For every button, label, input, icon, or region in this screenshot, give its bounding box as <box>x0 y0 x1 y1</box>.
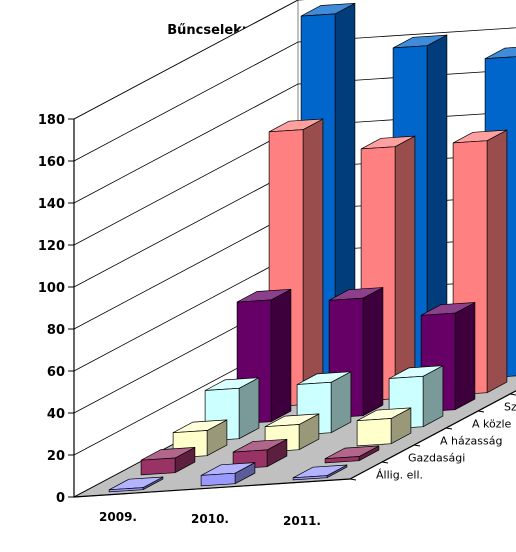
bar-side <box>394 135 416 400</box>
y-tick-label: 0 <box>56 491 65 506</box>
bar-front <box>140 457 176 476</box>
axes <box>68 118 516 498</box>
bars <box>108 2 516 493</box>
bar-side <box>302 118 324 406</box>
bar-front <box>356 418 392 447</box>
y-tick-label: 80 <box>47 323 65 338</box>
bar-side <box>454 301 476 411</box>
depth-tick <box>349 478 357 481</box>
bar-side <box>486 129 508 394</box>
depth-axis <box>349 390 516 480</box>
depth-tick <box>445 427 453 430</box>
bar <box>232 438 288 470</box>
x-axis <box>73 478 351 498</box>
depth-tick <box>477 410 485 413</box>
x-tick-label: 2011. <box>283 514 321 528</box>
labels: 0 20 40 60 80 100 120 140 160 180 2009. 2010. 2011. Á… <box>38 113 516 528</box>
bar-front <box>108 487 144 493</box>
y-tick-label: 40 <box>47 407 65 422</box>
depth-tick <box>381 461 389 464</box>
y-tick-label: 180 <box>38 113 65 128</box>
x-tick-label: 2010. <box>191 512 229 526</box>
y-tick-label: 140 <box>38 197 65 212</box>
bar <box>200 462 256 487</box>
bar-front <box>324 456 360 464</box>
series-label: A házasság <box>440 435 502 448</box>
bar-front <box>200 472 236 487</box>
bar <box>140 446 196 476</box>
series-label: Állig. ell. <box>376 469 423 482</box>
bar <box>292 464 348 481</box>
bar <box>356 407 412 447</box>
y-tick-label: 60 <box>47 365 65 380</box>
bar <box>108 476 164 493</box>
x-tick-label: 2009. <box>99 510 137 524</box>
depth-tick <box>509 393 516 396</box>
y-tick-label: 20 <box>47 449 65 464</box>
gridline <box>73 27 516 162</box>
series-label: A közle <box>472 418 512 431</box>
y-tick-label: 100 <box>38 281 65 296</box>
series-label: Szer <box>504 401 516 414</box>
gridline <box>73 0 305 120</box>
bar <box>264 413 320 453</box>
depth-tick <box>413 444 421 447</box>
bar-front <box>292 475 328 481</box>
bar <box>324 445 380 464</box>
y-tick-label: 160 <box>38 155 65 170</box>
gridline <box>73 69 516 204</box>
series-label: Gazdasági <box>408 452 465 465</box>
bar-side <box>270 288 292 423</box>
y-tick-label: 120 <box>38 239 65 254</box>
bar-side <box>362 286 384 417</box>
